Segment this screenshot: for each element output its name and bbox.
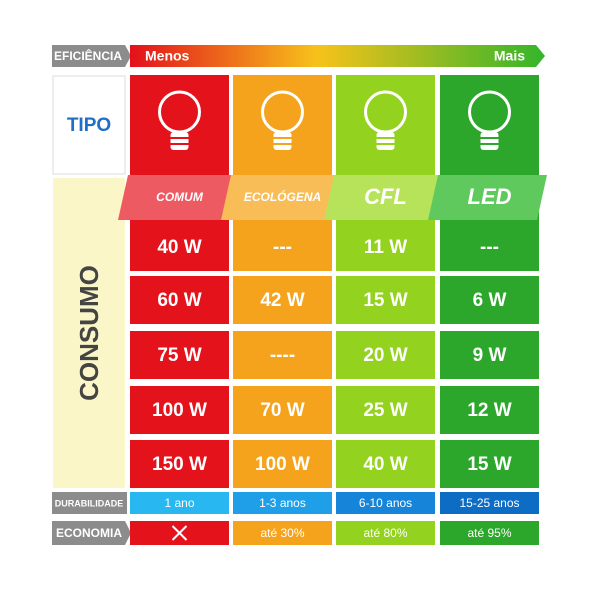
economia-value: até 95% — [467, 526, 511, 540]
name-banner — [428, 175, 547, 220]
economia-cell — [440, 521, 539, 545]
column-name: ECOLÓGENA — [244, 189, 321, 204]
tipo-label: TIPO — [67, 115, 111, 136]
consumo-value: 150 W — [152, 454, 207, 475]
efficiency-label-box — [52, 45, 131, 67]
economia-value: até 30% — [260, 526, 304, 540]
column-name: COMUM — [156, 190, 204, 204]
bulb-base — [376, 132, 395, 150]
durabilidade-cell — [336, 492, 435, 514]
consumo-cell — [440, 331, 539, 379]
efficiency-low: Menos — [145, 48, 190, 64]
consumo-value: 100 W — [255, 454, 310, 475]
economia-cell — [336, 521, 435, 545]
consumo-cell — [336, 386, 435, 434]
bulb-base — [480, 132, 499, 150]
consumo-value: 60 W — [157, 290, 201, 311]
consumo-value: 15 W — [467, 454, 511, 475]
consumo-cell — [440, 223, 539, 271]
column-name: CFL — [364, 184, 407, 209]
durabilidade-value: 1 ano — [164, 496, 194, 510]
consumo-value: --- — [480, 237, 499, 258]
consumo-cell — [336, 276, 435, 324]
name-banner — [324, 175, 443, 220]
name-banner — [118, 175, 237, 220]
consumo-value: 20 W — [363, 345, 407, 366]
consumo-value: 100 W — [152, 400, 207, 421]
consumo-value: 40 W — [157, 237, 201, 258]
consumo-value: 9 W — [473, 345, 507, 366]
consumo-cell — [336, 440, 435, 488]
tipo-box — [52, 75, 126, 175]
consumo-value: 15 W — [363, 290, 407, 311]
consumo-label: CONSUMO — [74, 265, 104, 401]
consumo-box — [53, 178, 125, 488]
economia-box — [52, 521, 131, 545]
consumo-cell — [233, 386, 332, 434]
consumo-value: 6 W — [473, 290, 507, 311]
consumo-cell — [130, 331, 229, 379]
consumo-cell — [130, 223, 229, 271]
consumo-value: --- — [273, 237, 292, 258]
consumo-value: 11 W — [364, 237, 407, 258]
consumo-cell — [233, 223, 332, 271]
economia-none-icon — [171, 525, 188, 541]
economia-value: até 80% — [363, 526, 407, 540]
durabilidade-box — [52, 492, 127, 514]
consumo-cell — [233, 331, 332, 379]
consumo-value: ---- — [270, 345, 295, 366]
consumo-cell — [336, 331, 435, 379]
durabilidade-value: 15-25 anos — [459, 496, 519, 510]
consumo-cell — [233, 276, 332, 324]
consumo-cell — [130, 276, 229, 324]
durabilidade-value: 6-10 anos — [359, 496, 412, 510]
consumo-value: 42 W — [260, 290, 304, 311]
durabilidade-label: DURABILIDADE — [55, 498, 124, 508]
name-banner — [221, 175, 340, 220]
economia-cell — [233, 521, 332, 545]
consumo-cell — [440, 386, 539, 434]
durabilidade-cell — [233, 492, 332, 514]
durabilidade-cell — [440, 492, 539, 514]
consumo-cell — [336, 223, 435, 271]
efficiency-high: Mais — [494, 48, 525, 64]
consumo-value: 12 W — [467, 400, 511, 421]
consumo-cell — [130, 440, 229, 488]
consumo-cell — [440, 440, 539, 488]
consumo-value: 25 W — [363, 400, 407, 421]
consumo-cell — [233, 440, 332, 488]
consumo-value: 40 W — [363, 454, 407, 475]
bulb-base — [170, 132, 189, 150]
consumo-cell — [440, 276, 539, 324]
economia-label: ECONOMIA — [56, 526, 122, 540]
consumo-cell — [130, 386, 229, 434]
bulb-base — [273, 132, 292, 150]
efficiency-arrow — [130, 45, 545, 67]
durabilidade-cell — [130, 492, 229, 514]
consumo-value: 70 W — [260, 400, 304, 421]
consumo-value: 75 W — [157, 345, 201, 366]
column-name: LED — [468, 184, 512, 209]
efficiency-label: EFICIÊNCIA — [54, 48, 122, 63]
durabilidade-value: 1-3 anos — [259, 496, 306, 510]
